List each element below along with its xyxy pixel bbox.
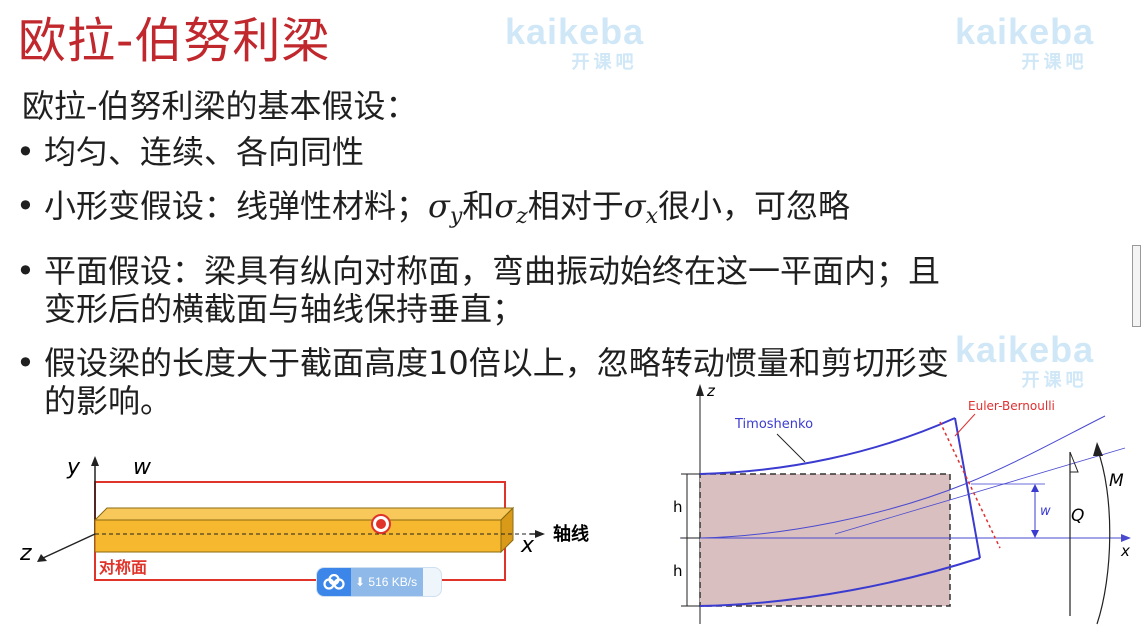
h-label-top: h <box>673 498 683 516</box>
bullet-text: 均匀、连续、各向同性 <box>44 133 365 171</box>
bottom-edge <box>699 557 981 607</box>
w-arrow-up <box>1031 484 1039 492</box>
sigma-subscript: y <box>449 204 463 229</box>
bullet-text-line2: 的影响。 <box>44 382 173 420</box>
m-label: M <box>1109 471 1124 491</box>
side-panel-handle[interactable] <box>1132 245 1141 327</box>
z-axis <box>42 533 96 559</box>
beam-diagram: y w x 轴线 z 对称面 <box>19 455 589 581</box>
timoshenko-label: Timoshenko <box>734 417 813 432</box>
shear-force-arrow <box>1069 451 1079 473</box>
download-speed-widget[interactable]: ⬇ 516 KB/s <box>316 567 442 597</box>
watermark-brand: kaikeba <box>955 11 1095 52</box>
bullet-length-assumption: • 假设梁的长度大于截面高度10倍以上，忽略转动惯量和剪切形变 的影响。 <box>14 344 1074 420</box>
y-axis-label: y <box>66 455 81 480</box>
sigma-subscript: z <box>516 204 528 229</box>
bullet-text-line1: 平面假设：梁具有纵向对称面，弯曲振动始终在这一平面内；且 <box>44 252 941 290</box>
download-arrow-icon: ⬇ <box>355 575 366 589</box>
q-label: Q <box>1071 506 1084 526</box>
bullet-dot: • <box>16 133 35 171</box>
x-axis-arrow <box>1121 534 1131 542</box>
w-arrow-down <box>1031 530 1039 538</box>
bullet-text: 相对于 <box>527 187 624 225</box>
w-label: w <box>1040 504 1051 519</box>
sigma-symbol: σ <box>623 187 646 225</box>
sigma-subscript: x <box>645 204 659 229</box>
watermark-brand: kaikeba <box>955 329 1095 370</box>
x-axis-label: x <box>520 533 535 558</box>
watermark-sub: 开课吧 <box>571 52 638 72</box>
euler-bernoulli-label: Euler-Bernoulli <box>968 399 1055 413</box>
euler-section <box>939 421 1001 549</box>
h-label-bottom: h <box>673 562 683 580</box>
sigma-z: σz <box>494 187 527 229</box>
beam-end-face <box>500 506 514 554</box>
bullet-small-deformation: • 小形变假设：线弹性材料；σy和σz相对于σx很小，可忽略 <box>14 187 1074 236</box>
tangent-line <box>834 447 1126 535</box>
timoshenko-pointer <box>776 433 806 463</box>
sigma-x: σx <box>623 187 658 229</box>
x-axis-label: x <box>1120 542 1130 560</box>
timoshenko-section <box>954 417 981 559</box>
z-axis-arrow <box>37 554 47 562</box>
watermark-brand: kaikeba <box>505 11 645 52</box>
z-axis-label: z <box>706 382 716 400</box>
bullet-dot: • <box>16 344 35 382</box>
sigma-symbol: σ <box>428 187 450 225</box>
bullet-text: 小形变假设：线弹性材料； <box>44 187 429 225</box>
beam-front-face <box>94 519 502 553</box>
watermark: kaikeba 开课吧 <box>505 11 645 73</box>
x-axis-arrow <box>535 530 545 538</box>
slide-title: 欧拉-伯努利梁 <box>18 13 331 69</box>
moment-arrow <box>1093 442 1103 456</box>
beam-top-face <box>93 507 515 521</box>
moment-arc <box>1096 447 1111 625</box>
watermark: kaikeba 开课吧 <box>955 329 1095 391</box>
cloud-logo-icon <box>317 568 351 596</box>
bullet-homogeneous: • 均匀、连续、各向同性 <box>14 133 1074 171</box>
bullet-list: • 均匀、连续、各向同性 • 小形变假设：线弹性材料；σy和σz相对于σx很小，… <box>14 133 1074 436</box>
sigma-symbol: σ <box>494 187 517 225</box>
bullet-text-line1: 假设梁的长度大于截面高度10倍以上，忽略转动惯量和剪切形变 <box>44 344 949 382</box>
symmetry-plane-label: 对称面 <box>99 558 147 577</box>
bullet-dot: • <box>16 187 35 225</box>
download-speed: ⬇ 516 KB/s <box>351 568 424 596</box>
z-axis-arrow <box>696 384 704 396</box>
top-edge <box>699 417 956 475</box>
bullet-text: 很小，可忽略 <box>658 187 851 225</box>
bullet-plane-assumption: • 平面假设：梁具有纵向对称面，弯曲振动始终在这一平面内；且 变形后的横截面与轴… <box>14 252 1074 328</box>
beam-section <box>699 473 951 607</box>
neutral-axis <box>699 415 1106 539</box>
watermark-sub: 开课吧 <box>1021 370 1088 390</box>
watermark: kaikeba 开课吧 <box>955 11 1095 73</box>
bullet-text-line2: 变形后的横截面与轴线保持垂直； <box>44 290 525 328</box>
z-axis-label: z <box>19 541 32 566</box>
euler-pointer <box>954 413 976 437</box>
watermark-sub: 开课吧 <box>1021 52 1088 72</box>
bullet-text: 和 <box>462 187 495 225</box>
axis-line-label: 轴线 <box>553 523 589 545</box>
w-label: w <box>133 455 152 480</box>
slide-subtitle: 欧拉-伯努利梁的基本假设： <box>22 87 418 125</box>
bullet-dot: • <box>16 252 35 290</box>
download-speed-value: 516 KB/s <box>368 575 418 589</box>
y-axis-arrow <box>91 456 99 466</box>
sigma-y: σy <box>428 187 462 229</box>
load-point-center <box>376 519 386 529</box>
deformation-diagram: z x h h w Q M Timoshenko Euler-Bernoulli <box>673 382 1131 625</box>
